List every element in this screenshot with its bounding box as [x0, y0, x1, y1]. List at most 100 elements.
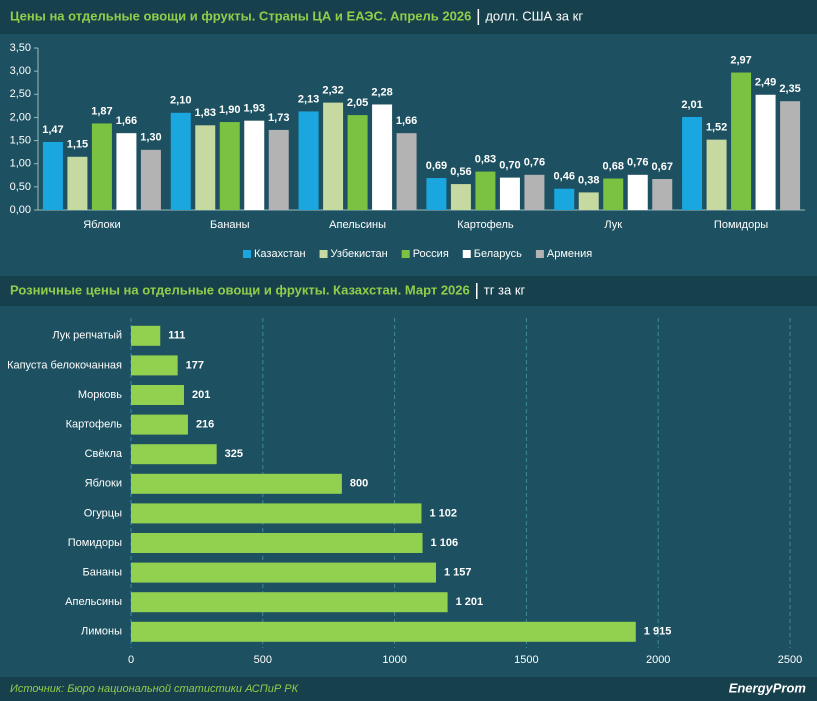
- y-tick-label: Помидоры: [68, 537, 122, 549]
- bar: [131, 414, 188, 435]
- bar: [131, 533, 423, 553]
- value-label: 0,69: [426, 160, 447, 172]
- logo: EnergyProm: [729, 680, 807, 695]
- bar: [524, 174, 545, 210]
- value-label: 1 201: [456, 596, 484, 608]
- y-tick-label: 2,00: [10, 111, 31, 123]
- value-label: 0,67: [652, 161, 673, 173]
- value-label: 1,47: [42, 124, 63, 136]
- title-bar: [0, 276, 817, 306]
- bar: [91, 123, 112, 210]
- bar: [323, 102, 344, 210]
- y-tick-label: 0,50: [10, 181, 31, 193]
- chart-title: Цены на отдельные овощи и фрукты. Страны…: [10, 8, 471, 23]
- bar: [682, 116, 703, 210]
- bar: [140, 149, 161, 210]
- legend-swatch: [319, 250, 328, 258]
- y-tick-label: 0,00: [10, 204, 31, 216]
- value-label: 1,83: [195, 107, 216, 119]
- value-label: 177: [186, 359, 204, 371]
- value-label: 2,05: [347, 97, 368, 109]
- title-bar: [0, 0, 817, 34]
- bar: [268, 129, 289, 210]
- y-tick-label: 3,50: [10, 42, 31, 54]
- value-label: 0,68: [603, 160, 624, 172]
- x-tick-label: Апельсины: [329, 219, 386, 231]
- bar: [731, 72, 752, 210]
- x-tick-label: Лук: [604, 219, 622, 231]
- value-label: 1 106: [431, 537, 459, 549]
- value-label: 1 157: [444, 567, 472, 579]
- bar: [499, 177, 520, 210]
- x-tick-label: Бананы: [210, 219, 250, 231]
- value-label: 1,87: [91, 105, 112, 117]
- y-tick-label: 1,50: [10, 134, 31, 146]
- bar: [244, 120, 265, 210]
- value-label: 1 915: [644, 626, 672, 638]
- x-tick-label: 500: [254, 654, 272, 666]
- value-label: 1,66: [396, 115, 417, 127]
- legend-label: Беларусь: [474, 248, 522, 260]
- footer-bar: [0, 677, 817, 701]
- bar: [131, 503, 422, 524]
- legend-label: Казахстан: [254, 248, 306, 260]
- y-tick-label: Морковь: [78, 389, 122, 401]
- bar: [372, 104, 393, 210]
- x-tick-label: 1000: [382, 654, 406, 666]
- legend-swatch: [401, 250, 410, 258]
- y-tick-label: 3,00: [10, 65, 31, 77]
- source: Источник: Бюро национальной статистики А…: [10, 683, 299, 695]
- value-label: 0,56: [450, 166, 471, 178]
- bar: [627, 174, 648, 210]
- chart-subtitle: долл. США за кг: [485, 8, 583, 23]
- value-label: 2,01: [681, 99, 702, 111]
- value-label: 1,73: [268, 112, 289, 124]
- bar: [450, 184, 471, 210]
- legend-label: Россия: [413, 248, 449, 260]
- bar: [603, 178, 624, 210]
- x-tick-label: Картофель: [457, 219, 514, 231]
- value-label: 800: [350, 478, 368, 490]
- value-label: 2,97: [730, 54, 751, 66]
- value-label: 0,70: [499, 160, 520, 172]
- y-tick-label: Лук репчатый: [52, 330, 122, 342]
- y-tick-label: 2,50: [10, 88, 31, 100]
- bar: [652, 178, 673, 210]
- bar: [67, 156, 88, 210]
- bar: [475, 171, 496, 210]
- value-label: 325: [225, 448, 243, 460]
- bar: [578, 192, 599, 210]
- value-label: 2,10: [170, 95, 191, 107]
- value-label: 1,30: [140, 132, 161, 144]
- bar: [706, 139, 727, 210]
- bar: [780, 101, 801, 210]
- value-label: 0,83: [475, 153, 496, 165]
- bar: [131, 621, 636, 642]
- bar: [396, 133, 417, 210]
- y-tick-label: Апельсины: [65, 596, 122, 608]
- x-tick-label: 1500: [514, 654, 538, 666]
- value-label: 111: [168, 330, 185, 342]
- bar: [195, 125, 216, 210]
- value-label: 216: [196, 419, 214, 431]
- bar: [426, 178, 447, 210]
- y-tick-label: Бананы: [82, 567, 122, 579]
- bar: [755, 94, 776, 210]
- legend-swatch: [535, 250, 544, 258]
- value-label: 2,13: [298, 93, 319, 105]
- bar: [131, 355, 178, 376]
- bar: [131, 562, 436, 583]
- y-tick-label: Капуста белокочанная: [7, 359, 122, 371]
- y-tick-label: Лимоны: [81, 626, 122, 638]
- legend-swatch: [243, 250, 251, 258]
- value-label: 0,46: [554, 171, 575, 183]
- value-label: 2,49: [755, 77, 776, 89]
- bar: [131, 473, 342, 494]
- y-tick-label: Огурцы: [84, 507, 122, 519]
- bar: [298, 111, 319, 210]
- x-tick-label: Помидоры: [714, 219, 768, 231]
- y-tick-label: Свёкла: [85, 448, 123, 460]
- legend-swatch: [462, 250, 471, 258]
- x-tick-label: 0: [128, 654, 134, 666]
